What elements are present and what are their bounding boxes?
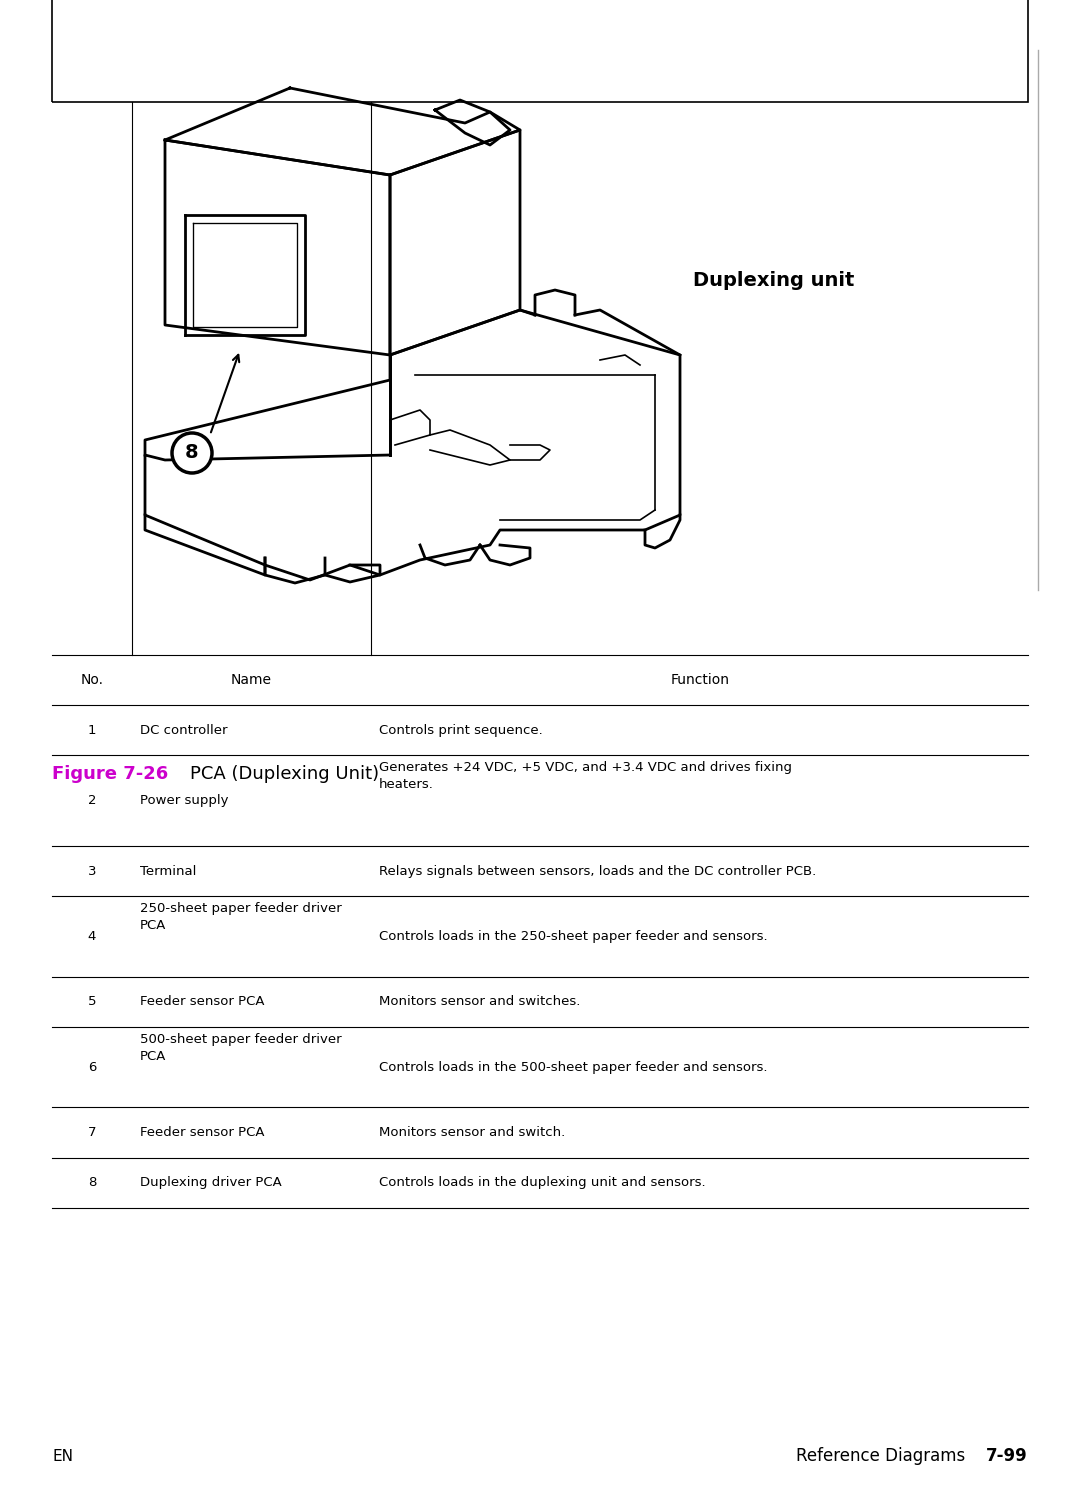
- Text: 3: 3: [87, 864, 96, 878]
- Text: Feeder sensor PCA: Feeder sensor PCA: [140, 1126, 265, 1139]
- Text: Terminal: Terminal: [140, 864, 197, 878]
- Text: 6: 6: [87, 1060, 96, 1073]
- Text: No.: No.: [80, 673, 104, 688]
- Bar: [52, 0, 1028, 102]
- Text: 1: 1: [87, 724, 96, 737]
- Text: 250-sheet paper feeder driver
PCA: 250-sheet paper feeder driver PCA: [140, 901, 341, 933]
- Text: EN: EN: [52, 1449, 73, 1464]
- Text: PCA (Duplexing Unit): PCA (Duplexing Unit): [190, 765, 379, 783]
- Text: Generates +24 VDC, +5 VDC, and +3.4 VDC and drives fixing
heaters.: Generates +24 VDC, +5 VDC, and +3.4 VDC …: [379, 761, 792, 791]
- Text: 500-sheet paper feeder driver
PCA: 500-sheet paper feeder driver PCA: [140, 1033, 341, 1063]
- Text: Duplexing unit: Duplexing unit: [693, 271, 854, 290]
- Text: 4: 4: [87, 930, 96, 943]
- Text: Controls print sequence.: Controls print sequence.: [379, 724, 543, 737]
- Text: Monitors sensor and switch.: Monitors sensor and switch.: [379, 1126, 565, 1139]
- Text: 2: 2: [87, 794, 96, 807]
- Text: 5: 5: [87, 996, 96, 1008]
- Text: 7: 7: [87, 1126, 96, 1139]
- Text: Monitors sensor and switches.: Monitors sensor and switches.: [379, 996, 580, 1008]
- Text: Controls loads in the 500-sheet paper feeder and sensors.: Controls loads in the 500-sheet paper fe…: [379, 1060, 768, 1073]
- Circle shape: [172, 434, 212, 472]
- Text: 8: 8: [185, 444, 199, 462]
- Text: Function: Function: [670, 673, 729, 688]
- Text: Feeder sensor PCA: Feeder sensor PCA: [140, 996, 265, 1008]
- Text: Power supply: Power supply: [140, 794, 228, 807]
- Text: 7-99: 7-99: [986, 1447, 1028, 1465]
- Text: Reference Diagrams: Reference Diagrams: [796, 1447, 970, 1465]
- Text: DC controller: DC controller: [140, 724, 228, 737]
- Text: 8: 8: [87, 1177, 96, 1190]
- Text: Duplexing driver PCA: Duplexing driver PCA: [140, 1177, 282, 1190]
- Text: Relays signals between sensors, loads and the DC controller PCB.: Relays signals between sensors, loads an…: [379, 864, 816, 878]
- Text: Figure 7-26: Figure 7-26: [52, 765, 168, 783]
- Text: Controls loads in the 250-sheet paper feeder and sensors.: Controls loads in the 250-sheet paper fe…: [379, 930, 768, 943]
- Text: Name: Name: [231, 673, 272, 688]
- Text: Controls loads in the duplexing unit and sensors.: Controls loads in the duplexing unit and…: [379, 1177, 705, 1190]
